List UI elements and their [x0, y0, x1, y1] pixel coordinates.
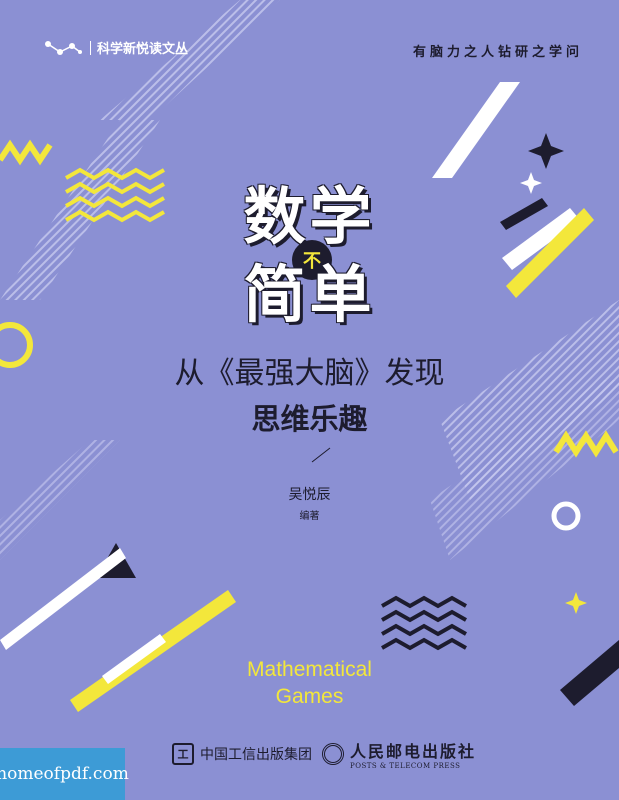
title-line-2: 简单 — [243, 258, 376, 331]
stripe-icon — [432, 82, 520, 178]
title-badge: 不 — [292, 240, 332, 280]
zigzag-icon — [65, 167, 165, 223]
english-title: Mathematical Games — [0, 656, 619, 711]
sparkle-icon — [520, 172, 542, 194]
english-title-line-1: Mathematical — [247, 658, 372, 681]
watermark-link[interactable]: homeofpdf.com — [0, 748, 129, 800]
squiggle-icon — [0, 139, 53, 166]
title-line-1: 数学 — [243, 180, 376, 253]
publisher-group-name: 中国工信出版集团 — [200, 747, 312, 763]
ptpress-logo-icon — [322, 743, 344, 765]
series-name: 科学新悦读文丛 — [97, 42, 189, 57]
squiggle-icon — [553, 430, 619, 458]
publisher-press-name-en: POSTS & TELECOM PRESS — [350, 762, 461, 770]
subtitle-line-2: 思维乐趣 — [251, 402, 368, 436]
series-divider — [90, 40, 91, 55]
zigzag-icon — [381, 595, 467, 651]
english-title-line-2: Games — [275, 685, 344, 709]
author-role: 编著 — [299, 511, 320, 522]
author-name: 吴悦辰 — [288, 487, 331, 503]
publisher-press-name: 人民邮电出版社 — [350, 742, 477, 761]
molecule-icon — [45, 40, 82, 55]
publisher-press: 人民邮电出版社 POSTS & TELECOM PRESS — [322, 738, 476, 770]
publisher-group: 工 中国工信出版集团 — [172, 743, 312, 765]
series-label: 科学新悦读文丛 — [44, 38, 188, 57]
divider-slash — [311, 447, 331, 463]
miit-logo-icon: 工 — [172, 743, 194, 765]
ring-icon — [0, 322, 33, 368]
sparkle-icon — [528, 133, 564, 169]
ring-icon — [551, 501, 581, 531]
subtitle-line-1: 从《最强大脑》发现 — [174, 356, 445, 391]
slogan: 有脑力之人钻研之学问 — [412, 45, 583, 60]
sparkle-icon — [565, 592, 587, 614]
